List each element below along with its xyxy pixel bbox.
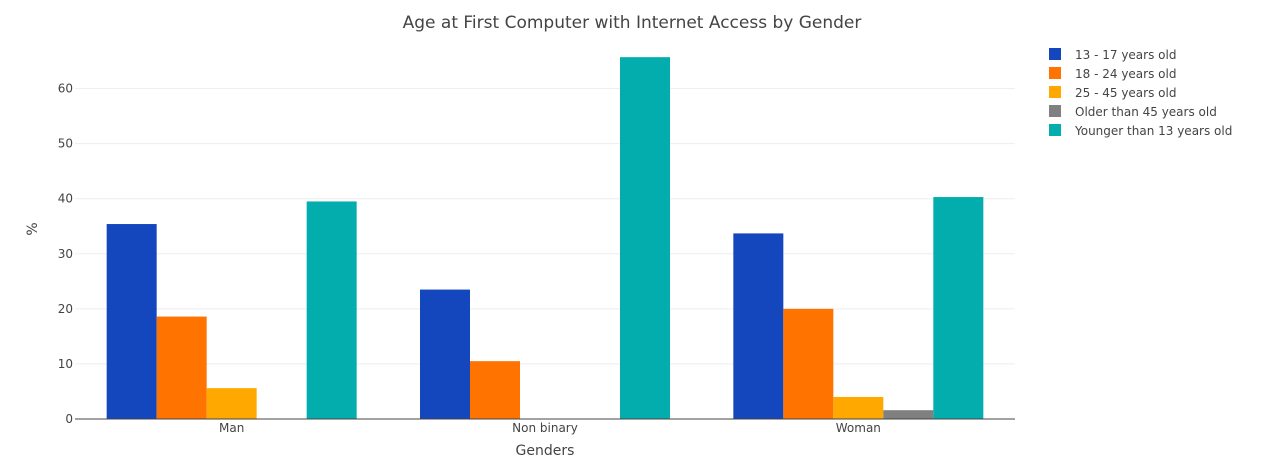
bar[interactable]: [833, 396, 884, 419]
legend-item[interactable]: 13 - 17 years old: [1049, 48, 1176, 62]
bar[interactable]: [156, 316, 207, 419]
legend-swatch: [1049, 86, 1061, 98]
legend[interactable]: 13 - 17 years old 18 - 24 years old 25 - 4…: [1049, 48, 1232, 138]
bar[interactable]: [420, 289, 470, 419]
bar[interactable]: [933, 197, 984, 419]
y-tick-label: 30: [58, 247, 73, 261]
bars: [106, 57, 984, 420]
bar[interactable]: [470, 361, 520, 419]
legend-swatch: [1049, 124, 1061, 136]
y-tick-label: 20: [58, 302, 73, 316]
legend-swatch: [1049, 105, 1061, 117]
bar[interactable]: [620, 57, 670, 420]
legend-label: Older than 45 years old: [1075, 105, 1217, 119]
legend-item[interactable]: 18 - 24 years old: [1049, 67, 1176, 81]
bar[interactable]: [733, 233, 784, 419]
y-axis-title: %: [25, 222, 41, 235]
legend-label: 18 - 24 years old: [1075, 67, 1176, 81]
bar[interactable]: [783, 308, 834, 419]
x-tick-labels: Man Non binary Woman: [219, 421, 881, 435]
legend-item[interactable]: Older than 45 years old: [1049, 105, 1217, 119]
bar[interactable]: [206, 388, 257, 419]
legend-swatch: [1049, 67, 1061, 79]
y-tick-labels: 0 10 20 30 40 50 60: [58, 82, 73, 426]
legend-item[interactable]: Younger than 13 years old: [1049, 124, 1232, 138]
y-tick-label: 10: [58, 357, 73, 371]
chart-title: Age at First Computer with Internet Acce…: [403, 13, 862, 33]
y-tick-label: 0: [65, 412, 73, 426]
bar[interactable]: [106, 224, 157, 419]
y-tick-label: 40: [58, 192, 73, 206]
y-tick-label: 60: [58, 82, 73, 96]
gridlines: [75, 88, 1015, 365]
legend-label: 25 - 45 years old: [1075, 86, 1176, 100]
legend-label: Younger than 13 years old: [1074, 124, 1232, 138]
x-axis-title: Genders: [516, 443, 575, 459]
legend-item[interactable]: 25 - 45 years old: [1049, 86, 1176, 100]
x-tick-label: Man: [219, 421, 244, 435]
y-tick-label: 50: [58, 137, 73, 151]
bar[interactable]: [883, 410, 934, 419]
legend-label: 13 - 17 years old: [1075, 48, 1176, 62]
x-tick-label: Woman: [836, 421, 881, 435]
legend-swatch: [1049, 48, 1061, 60]
x-tick-label: Non binary: [512, 421, 578, 435]
bar[interactable]: [306, 201, 357, 419]
